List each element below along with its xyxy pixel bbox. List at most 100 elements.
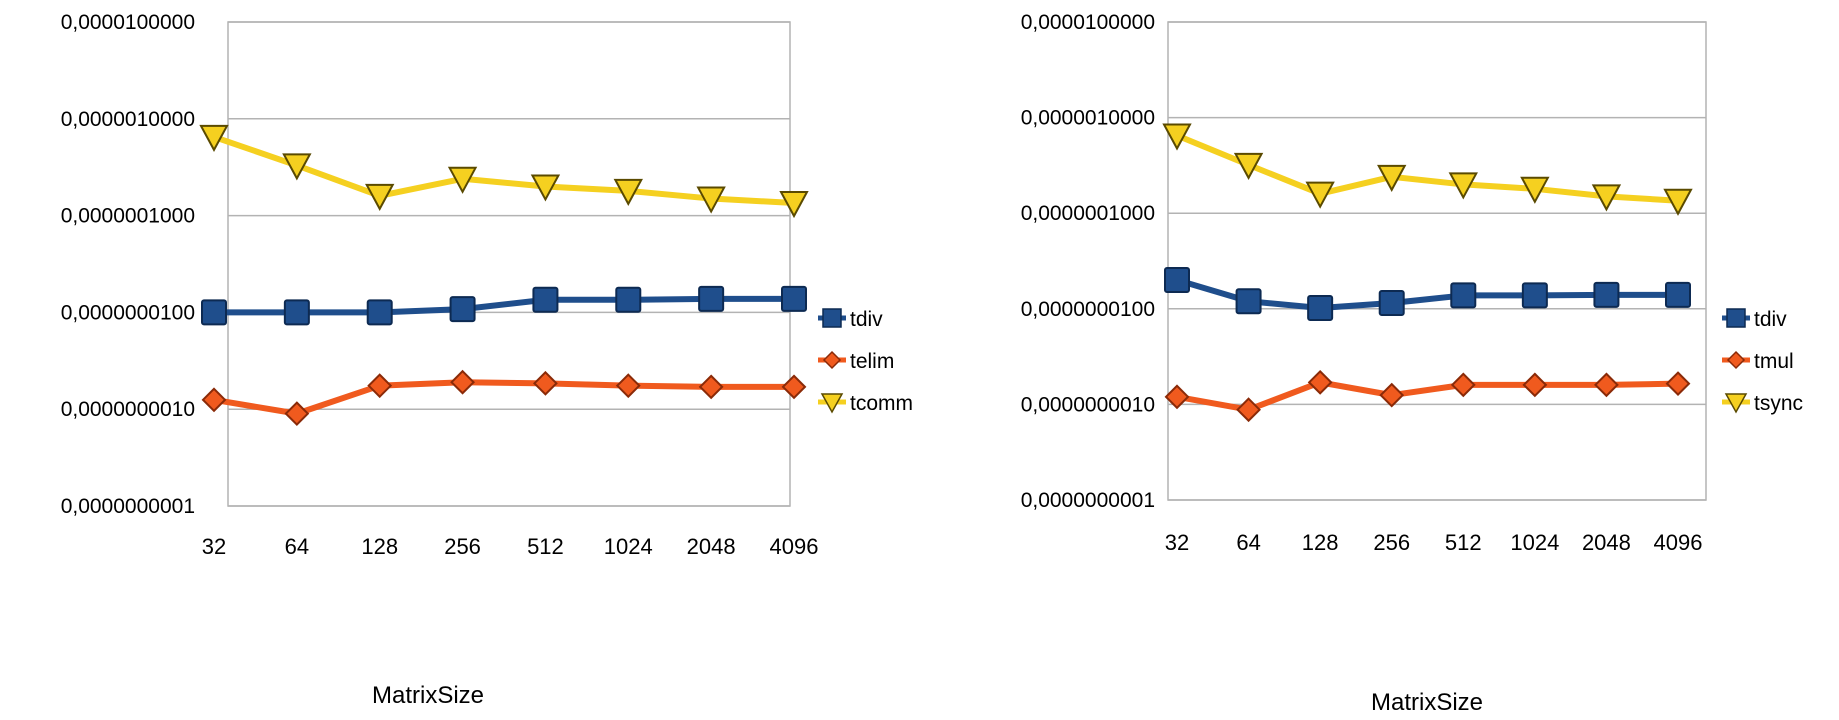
x-tick-label: 2048	[687, 534, 736, 559]
data-point-tmul	[1236, 397, 1261, 423]
y-tick-label: 0,0000000010	[61, 398, 195, 421]
y-tick-label: 0,0000000010	[1021, 393, 1155, 416]
legend-entry-tsync: tsync	[1722, 392, 1803, 415]
legend-marker	[1726, 308, 1746, 328]
data-point-tmul	[1164, 384, 1190, 410]
data-point-tdiv	[1665, 281, 1691, 308]
data-point-tdiv	[1164, 267, 1190, 294]
x-axis-label: MatrixSize	[1371, 689, 1483, 716]
series-tsync	[1162, 123, 1693, 216]
data-point-tcomm	[447, 166, 478, 194]
series-line-tsync	[1175, 132, 1679, 204]
legend-label: tcomm	[850, 392, 913, 415]
data-point-tmul	[1379, 382, 1405, 408]
x-tick-label: 512	[527, 534, 564, 559]
data-point-tmul	[1594, 372, 1619, 398]
chart-1: 0,0000100000 0,0000010000 0,0000001000 0,00…	[61, 11, 913, 709]
x-tick-label: 1024	[1510, 530, 1559, 555]
data-point-tsync	[1305, 181, 1335, 209]
data-point-tdiv	[781, 285, 807, 312]
legend-label: tsync	[1754, 392, 1803, 415]
data-point-telim	[781, 374, 807, 400]
data-point-tdiv	[532, 286, 559, 313]
data-point-telim	[201, 387, 227, 413]
chart-2: 0,0000100000 0,0000010000 0,0000001000 0,00…	[1021, 11, 1803, 716]
data-point-telim	[450, 369, 475, 395]
legend-entry-telim: telim	[818, 350, 894, 373]
data-point-tdiv	[1307, 294, 1334, 321]
legend-entry-tcomm: tcomm	[818, 392, 913, 415]
legend: tdiv tmul tsync	[1722, 308, 1803, 415]
data-point-tdiv	[1378, 289, 1405, 316]
data-point-tcomm	[530, 174, 561, 202]
y-tick-label: 0,0000000001	[1021, 489, 1155, 512]
y-tick-label: 0,0000100000	[61, 11, 195, 34]
data-point-tmul	[1665, 371, 1691, 397]
legend-marker	[822, 308, 842, 328]
data-point-telim	[698, 374, 724, 400]
data-point-tdiv	[1593, 281, 1620, 308]
series-tdiv	[1164, 267, 1691, 321]
data-point-tsync	[1162, 123, 1192, 151]
legend-marker	[822, 350, 842, 370]
legend-marker	[1726, 350, 1746, 370]
legend-label: tdiv	[850, 308, 883, 331]
x-tick-label: 256	[444, 534, 481, 559]
data-point-tsync	[1233, 152, 1264, 181]
y-tick-label: 0,0000000001	[61, 495, 195, 518]
series-line-tdiv	[214, 295, 794, 316]
y-tick-label: 0,0000000100	[1021, 298, 1155, 321]
legend-entry-tdiv: tdiv	[818, 308, 883, 331]
data-point-tsync	[1663, 188, 1693, 216]
data-point-tcomm	[365, 183, 395, 211]
legend-marker	[1724, 393, 1748, 414]
plot-area	[1167, 21, 1707, 501]
x-tick-label: 128	[1302, 530, 1339, 555]
y-tick-label: 0,0000010000	[61, 108, 195, 131]
x-tick-label: 64	[285, 534, 309, 559]
data-point-tdiv	[1450, 282, 1477, 309]
data-point-tdiv	[449, 296, 476, 323]
x-tick-label: 64	[1236, 530, 1260, 555]
x-tick-label: 1024	[604, 534, 653, 559]
x-tick-label: 2048	[1582, 530, 1631, 555]
legend-label: tmul	[1754, 350, 1794, 373]
series-line-tcomm	[213, 134, 795, 206]
data-point-tdiv	[283, 299, 310, 326]
x-axis-label: MatrixSize	[372, 682, 484, 709]
data-point-telim	[367, 373, 393, 399]
data-point-tcomm	[779, 190, 809, 219]
legend-marker	[820, 393, 844, 414]
series-tdiv	[201, 285, 807, 326]
data-point-tdiv	[698, 285, 725, 312]
data-point-telim	[284, 401, 310, 427]
legend: tdiv telim tcomm	[818, 308, 913, 415]
data-point-tcomm	[696, 186, 726, 214]
data-point-tcomm	[199, 124, 229, 153]
x-tick-label: 4096	[770, 534, 819, 559]
y-tick-label: 0,0000001000	[1021, 202, 1155, 225]
data-point-tdiv	[1521, 282, 1548, 309]
x-tick-label: 32	[1165, 530, 1189, 555]
x-tick-label: 4096	[1654, 530, 1703, 555]
data-point-tcomm	[613, 178, 643, 206]
data-point-tsync	[1377, 164, 1407, 192]
data-point-telim	[533, 370, 558, 396]
legend-label: tdiv	[1754, 308, 1787, 331]
x-tick-label: 128	[361, 534, 398, 559]
x-tick-label: 32	[202, 534, 226, 559]
data-point-tdiv	[615, 286, 642, 313]
data-point-tmul	[1522, 372, 1548, 398]
data-point-tdiv	[1235, 288, 1262, 315]
y-tick-label: 0,0000000100	[61, 301, 195, 324]
plot-area	[227, 21, 791, 507]
series-tmul	[1164, 369, 1691, 423]
legend-label: telim	[850, 350, 894, 373]
data-point-tdiv	[201, 299, 227, 326]
data-point-tmul	[1450, 372, 1476, 398]
y-tick-label: 0,0000001000	[61, 205, 195, 228]
y-tick-label: 0,0000010000	[1021, 107, 1155, 130]
series-telim	[201, 369, 807, 427]
